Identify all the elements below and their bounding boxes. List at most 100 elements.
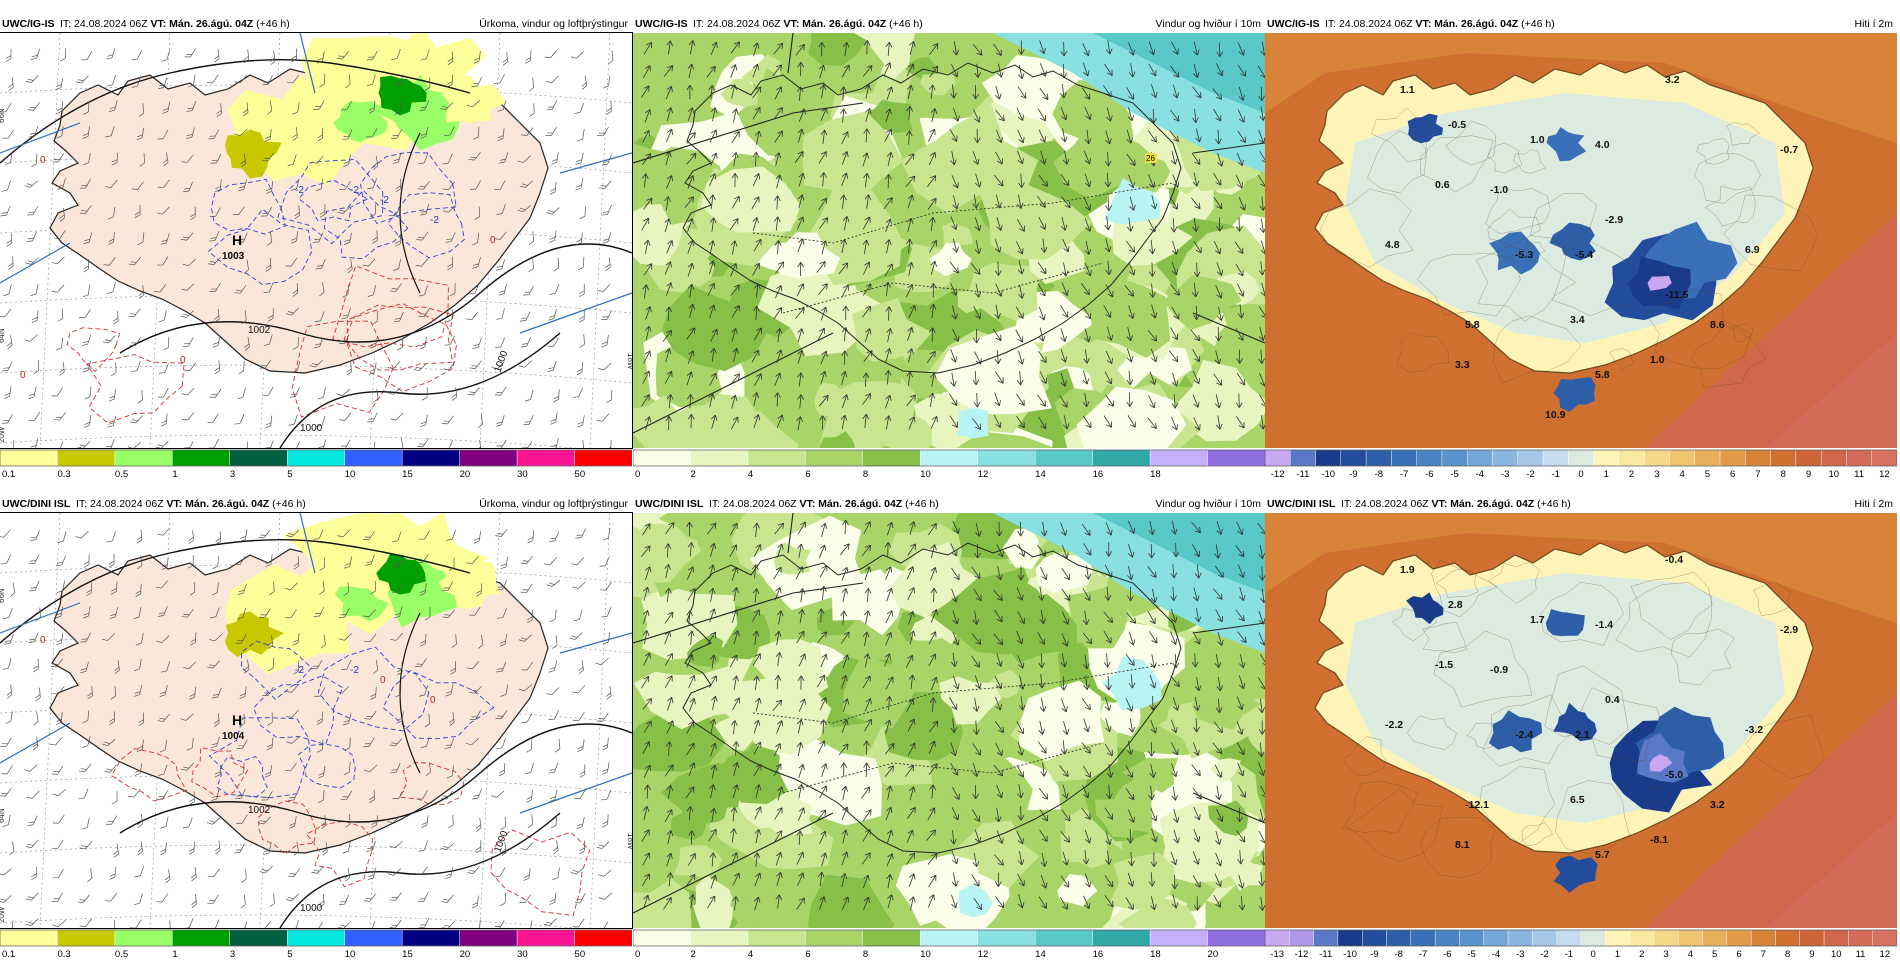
legend-label: -8 (1375, 469, 1383, 480)
temperature-value: 8.1 (1455, 839, 1470, 851)
legend-swatch (1035, 930, 1092, 946)
legend-label: 9 (1806, 469, 1811, 480)
temperature-value: -1.0 (1490, 184, 1508, 196)
isotherm-label: -2 (380, 195, 389, 206)
temperature-value: 5.8 (1595, 369, 1610, 381)
legend-label: -13 (1270, 949, 1284, 960)
legend-swatch (805, 450, 862, 466)
it-label: IT: (1325, 18, 1336, 30)
legend-label: 11 (1854, 469, 1864, 480)
vt-label: VT: (800, 498, 816, 510)
legend-swatch (402, 930, 459, 946)
temperature-value: 2.1 (1575, 729, 1590, 741)
valid-time: Mán. 26.ágú. 04Z (169, 18, 253, 30)
temperature-value: 3.3 (1455, 359, 1470, 371)
legend-swatch (1265, 450, 1290, 466)
gust-label: 26 (1145, 153, 1157, 163)
panel-header: UWC/IG-IS IT: 24.08.2024 06Z VT: Mán. 26… (0, 15, 632, 33)
legend-swatch (920, 930, 977, 946)
temperature-value: 10.9 (1545, 409, 1566, 421)
legend-swatch (633, 450, 690, 466)
init-time: 24.08.2024 06Z (707, 18, 781, 30)
temperature-value: 6.5 (1570, 794, 1585, 806)
temperature-value: -0.4 (1665, 554, 1683, 566)
legend-label: 10 (345, 469, 356, 480)
panel-header: UWC/DINI ISL IT: 24.08.2024 06Z VT: Mán.… (633, 495, 1265, 513)
lead-time: (+46 h) (889, 18, 923, 30)
legend-swatch (1290, 450, 1315, 466)
pressure-high-letter: H (232, 712, 242, 728)
legend-swatch (1703, 930, 1727, 946)
isobar-label: 1002 (248, 805, 271, 816)
run-info: IT: 24.08.2024 06Z VT: Mán. 26.ágú. 04Z … (76, 495, 306, 513)
legend-label: 8 (863, 469, 868, 480)
legend-swatch (230, 930, 287, 946)
legend-label: 7 (1755, 469, 1760, 480)
legend-label: 0 (635, 469, 640, 480)
run-info: IT: 24.08.2024 06Z VT: Mán. 26.ágú. 04Z … (1325, 15, 1555, 33)
grid-label: 66N (0, 588, 6, 603)
legend-label: 6 (1730, 469, 1735, 480)
panel-header: UWC/IG-IS IT: 24.08.2024 06Z VT: Mán. 26… (1265, 15, 1897, 33)
temperature-value: 4.0 (1595, 139, 1610, 151)
legend-swatch (1366, 450, 1391, 466)
legend-label: 12 (978, 469, 989, 480)
panel-ig-wind: UWC/IG-IS IT: 24.08.2024 06Z VT: Mán. 26… (633, 15, 1265, 484)
grid-label: 64N (0, 808, 6, 823)
legend-swatch (0, 930, 57, 946)
legend-swatch (690, 450, 747, 466)
temperature-value: -0.7 (1780, 144, 1798, 156)
legend-label: 4 (1679, 469, 1684, 480)
legend-swatch (1796, 450, 1821, 466)
legend-swatch (978, 930, 1035, 946)
legend-label: 0 (1591, 949, 1596, 960)
temperature-value: -0.5 (1448, 119, 1466, 131)
legend-label: 6 (805, 949, 810, 960)
temperature-value: -3.2 (1745, 724, 1763, 736)
temperature-value: -5.3 (1515, 249, 1533, 261)
legend-label: -12 (1295, 949, 1309, 960)
legend-swatch (1150, 450, 1207, 466)
legend-swatch (230, 450, 287, 466)
temperature-value: 1.0 (1650, 354, 1665, 366)
isotherm-label: 0 (380, 675, 386, 686)
legend-swatch (1150, 930, 1207, 946)
map-wind: 26 (633, 33, 1265, 448)
legend-swatch (57, 450, 114, 466)
legend-label: 20 (460, 949, 471, 960)
model-name: UWC/IG-IS (2, 15, 55, 33)
legend-swatch (1459, 930, 1483, 946)
legend-swatch (402, 450, 459, 466)
temperature-value: -2.4 (1515, 729, 1533, 741)
legend-swatch (115, 930, 172, 946)
legend-swatch (1848, 930, 1872, 946)
init-time: 24.08.2024 06Z (74, 18, 148, 30)
legend-label: 16 (1093, 949, 1104, 960)
legend-swatch (575, 450, 632, 466)
legend-label: -5 (1467, 949, 1475, 960)
legend-swatch (460, 450, 517, 466)
legend-swatch (287, 930, 344, 946)
legend-swatch (1821, 450, 1846, 466)
temperature-value: 3.2 (1710, 799, 1725, 811)
panel-ig-precip: UWC/IG-IS IT: 24.08.2024 06Z VT: Mán. 26… (0, 15, 632, 484)
legend-swatch (1824, 930, 1848, 946)
temperature-value: -2.9 (1780, 624, 1798, 636)
legend-label: 4 (748, 469, 753, 480)
temperature-value: 0.4 (1605, 694, 1620, 706)
legend-swatch (1557, 930, 1581, 946)
temperature-value: 1.9 (1400, 564, 1415, 576)
legend-swatch (748, 930, 805, 946)
lead-time: (+46 h) (905, 498, 939, 510)
panel-title: Vindur og hviður í 10m (1156, 495, 1261, 513)
temperature-value: -2.2 (1385, 719, 1403, 731)
legend-label: -7 (1400, 469, 1408, 480)
temperature-value: 2.8 (1448, 599, 1463, 611)
legend-label: 6 (805, 469, 810, 480)
